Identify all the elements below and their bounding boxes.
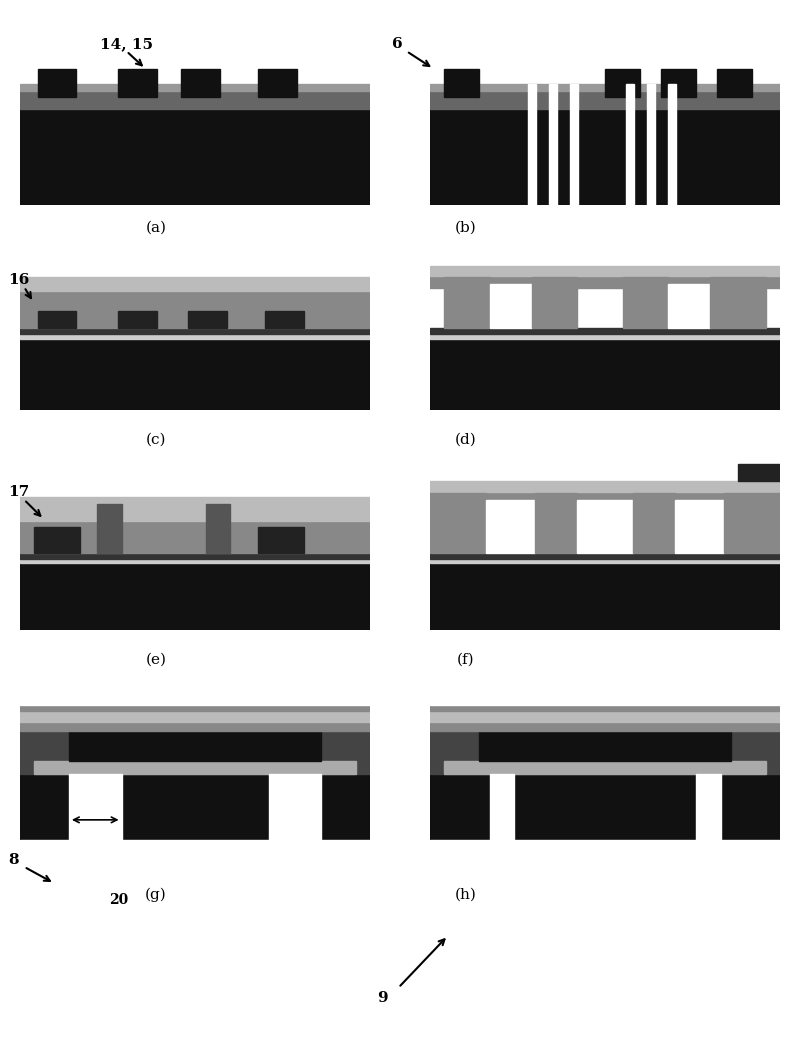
Text: (d): (d) <box>454 433 477 447</box>
Bar <box>34 527 79 553</box>
Bar <box>430 722 780 731</box>
Bar <box>577 501 633 553</box>
Bar <box>181 69 219 97</box>
Bar <box>20 514 370 553</box>
Text: 20: 20 <box>109 893 128 907</box>
Bar <box>206 504 230 553</box>
Bar <box>430 553 780 559</box>
Bar <box>622 277 668 329</box>
Text: (h): (h) <box>454 888 477 902</box>
Bar <box>675 501 724 553</box>
Bar <box>38 69 76 97</box>
Bar <box>20 91 370 108</box>
Bar <box>531 277 577 329</box>
Text: 16: 16 <box>8 272 30 287</box>
Bar <box>20 277 370 291</box>
Text: (a): (a) <box>146 220 166 235</box>
Bar <box>258 527 303 553</box>
Text: 9: 9 <box>377 991 388 1005</box>
Bar <box>668 84 676 205</box>
Bar <box>444 69 479 97</box>
Bar <box>20 563 370 630</box>
Bar <box>20 329 370 335</box>
Bar <box>605 69 640 97</box>
Bar <box>430 266 780 275</box>
Bar <box>38 312 76 329</box>
Bar <box>97 504 122 553</box>
Bar <box>528 84 536 205</box>
Bar <box>20 705 370 841</box>
Bar <box>661 69 696 97</box>
Bar <box>486 501 535 553</box>
Bar <box>430 491 780 504</box>
Bar <box>69 720 321 760</box>
Text: (g): (g) <box>145 888 167 902</box>
Bar <box>647 84 654 205</box>
Bar <box>269 774 321 841</box>
Bar <box>490 774 514 841</box>
Bar <box>20 670 370 705</box>
Text: (b): (b) <box>454 220 477 235</box>
Bar <box>444 760 766 774</box>
Text: (c): (c) <box>146 433 166 447</box>
Bar <box>710 277 766 329</box>
Bar <box>430 108 780 205</box>
Bar <box>118 69 157 97</box>
Bar <box>430 91 780 108</box>
Bar <box>20 841 370 855</box>
Bar <box>118 312 157 329</box>
Bar <box>430 275 780 288</box>
Bar <box>20 335 370 339</box>
Bar <box>738 464 780 481</box>
Bar <box>188 312 226 329</box>
Bar <box>20 710 370 722</box>
Bar <box>20 281 370 329</box>
Text: 6: 6 <box>392 37 402 51</box>
Bar <box>724 493 780 553</box>
Bar <box>20 700 370 774</box>
Bar <box>430 670 780 705</box>
Bar <box>570 84 578 205</box>
Bar <box>20 108 370 205</box>
Bar <box>430 841 780 855</box>
Bar <box>20 553 370 559</box>
Bar <box>430 563 780 630</box>
Text: 17: 17 <box>8 485 30 500</box>
Bar <box>430 705 780 841</box>
Bar <box>717 69 752 97</box>
Bar <box>490 284 531 329</box>
Bar <box>20 559 370 563</box>
Bar <box>20 84 370 91</box>
Bar <box>430 559 780 563</box>
Bar <box>430 493 486 553</box>
Text: (f): (f) <box>457 652 474 666</box>
Bar <box>258 69 297 97</box>
Text: 14, 15: 14, 15 <box>100 37 153 51</box>
Text: (e): (e) <box>146 652 166 666</box>
Bar <box>668 284 710 329</box>
Bar <box>430 481 780 491</box>
Bar <box>20 498 370 522</box>
Bar <box>69 774 122 841</box>
Bar <box>20 722 370 731</box>
Bar <box>633 493 675 553</box>
Text: 8: 8 <box>8 853 18 868</box>
Bar <box>34 760 356 774</box>
Bar <box>20 705 370 710</box>
Bar <box>696 774 721 841</box>
Bar <box>444 277 490 329</box>
Bar <box>535 493 577 553</box>
Bar <box>549 84 557 205</box>
Bar <box>430 705 780 710</box>
Bar <box>265 312 303 329</box>
Bar <box>430 335 780 339</box>
Bar <box>430 329 780 335</box>
Bar <box>430 84 780 91</box>
Bar <box>479 720 731 760</box>
Bar <box>430 710 780 722</box>
Bar <box>626 84 634 205</box>
Bar <box>20 339 370 410</box>
Bar <box>430 339 780 410</box>
Bar <box>430 700 780 774</box>
